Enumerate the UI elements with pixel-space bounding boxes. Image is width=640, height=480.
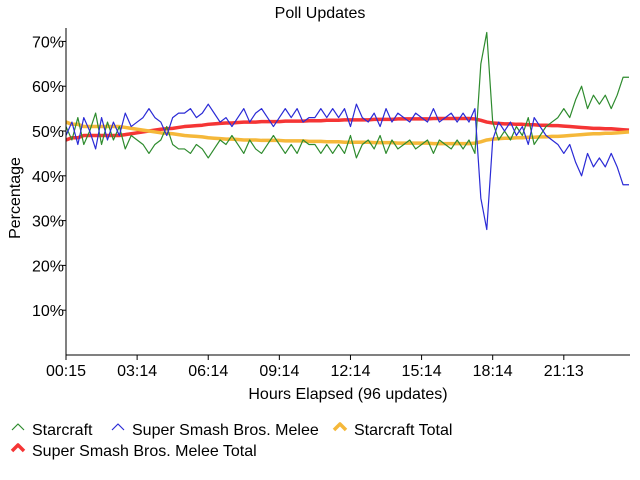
x-tick-label: 03:14 xyxy=(117,363,157,380)
x-tick-label: 06:14 xyxy=(188,363,228,380)
y-tick-label: 20% xyxy=(32,258,64,275)
y-tick-label: 10% xyxy=(32,303,64,320)
legend-swatch-starcraft xyxy=(11,423,25,431)
x-tick-label: 00:15 xyxy=(46,363,86,380)
x-tick-label: 21:13 xyxy=(544,363,584,380)
x-tick-label: 12:14 xyxy=(330,363,370,380)
legend-label-super-smash-bros-melee-total: Super Smash Bros. Melee Total xyxy=(32,443,257,460)
x-tick-label: 15:14 xyxy=(402,363,442,380)
y-tick-label: 60% xyxy=(32,79,64,96)
series-line-starcraft-total xyxy=(65,120,630,146)
y-axis-label: Percentage xyxy=(7,157,24,239)
y-tick-label: 50% xyxy=(32,124,64,141)
legend-swatch-super-smash-bros-melee xyxy=(111,423,125,431)
y-tick-label: 70% xyxy=(32,34,64,51)
y-tick-label: 30% xyxy=(32,214,64,231)
x-axis-ticks: 00:15 03:14 06:14 09:14 12:14 15:14 18:14 21:13 xyxy=(46,355,584,380)
series-line-super-smash-bros-melee xyxy=(65,103,629,231)
legend-swatch-starcraft-total xyxy=(332,422,348,432)
y-axis-ticks: 10% 20% 30% 40% 50% 60% 70% xyxy=(32,34,66,320)
chart-title: Poll Updates xyxy=(275,5,366,22)
x-tick-label: 09:14 xyxy=(259,363,299,380)
legend-label-starcraft-total: Starcraft Total xyxy=(354,422,452,439)
y-tick-label: 40% xyxy=(32,169,64,186)
legend-label-super-smash-bros-melee: Super Smash Bros. Melee xyxy=(132,422,319,439)
series-layer xyxy=(65,31,630,231)
x-axis-label: Hours Elapsed (96 updates) xyxy=(248,386,447,403)
legend-label-starcraft: Starcraft xyxy=(32,422,93,439)
legend: Starcraft Super Smash Bros. Melee Starcraf… xyxy=(10,422,452,460)
series-line-super-smash-bros-melee-total xyxy=(65,116,630,142)
legend-swatch-super-smash-bros-melee-total xyxy=(10,443,26,453)
x-tick-label: 18:14 xyxy=(473,363,513,380)
series-line-starcraft xyxy=(65,31,629,159)
